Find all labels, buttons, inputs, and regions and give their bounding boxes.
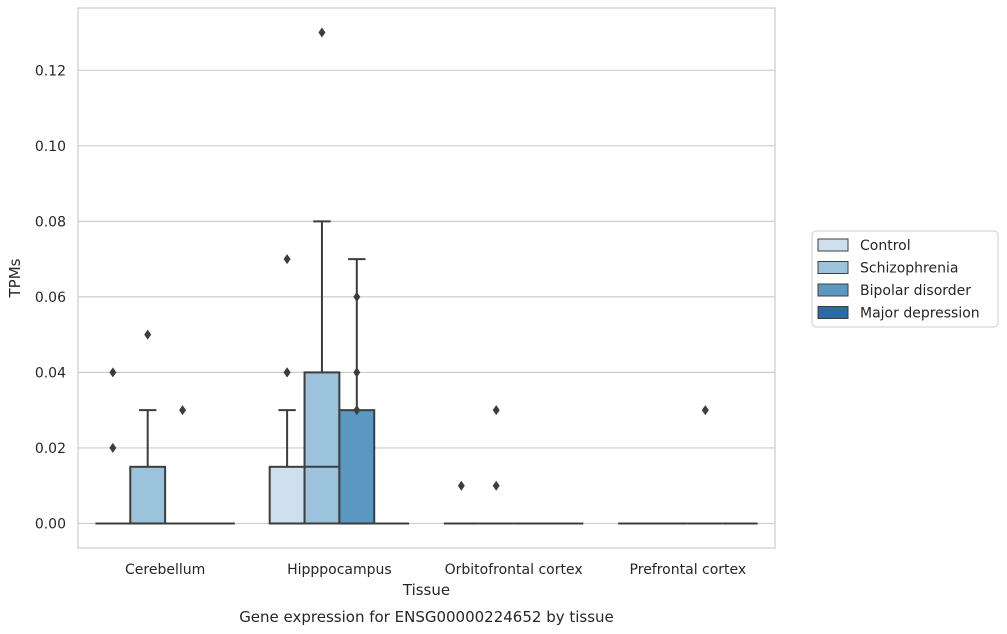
box-rect: [303, 371, 341, 525]
plot-area-frame: [77, 7, 776, 549]
series-group: [95, 254, 654, 525]
x-axis-ticks: Cerebellum Hipppocampus Orbitofrontal cort…: [125, 562, 746, 578]
y-tick-label: 0.12: [35, 63, 66, 79]
outlier-point: [353, 405, 361, 416]
box-element: [95, 367, 131, 525]
x-tick-label: Cerebellum: [125, 562, 205, 578]
legend-label: Schizophrenia: [860, 261, 958, 277]
x-tick-label: Hipppocampus: [287, 562, 392, 578]
x-axis-title: Tissue: [402, 581, 450, 599]
outlier-point: [109, 367, 117, 378]
outlier-point: [353, 367, 361, 378]
x-tick-label: Orbitofrontal cortex: [445, 562, 583, 578]
box-element: [687, 405, 723, 525]
outlier-point: [701, 405, 709, 416]
box-element: [478, 405, 514, 525]
legend-label: Bipolar disorder: [860, 283, 971, 299]
outlier-point: [283, 367, 291, 378]
outlier-point: [492, 480, 500, 491]
box-rect: [268, 465, 306, 525]
series-group: [165, 258, 723, 525]
box-element: [268, 254, 306, 525]
outlier-point: [109, 442, 117, 453]
legend-swatch: [817, 261, 849, 274]
box-series: [95, 27, 758, 525]
y-tick-label: 0.06: [35, 290, 66, 306]
box-rect: [129, 465, 167, 525]
legend-swatch: [817, 238, 849, 252]
box-element: [443, 480, 479, 525]
outlier-point: [492, 405, 500, 416]
y-axis-title: TPMs: [6, 258, 24, 298]
legend-swatch: [817, 283, 849, 297]
legend-label: Control: [860, 238, 911, 254]
legend-swatch: [817, 306, 849, 319]
series-group: [129, 27, 688, 525]
outlier-point: [318, 27, 326, 38]
y-tick-label: 0.02: [35, 441, 66, 457]
box-rect: [338, 409, 376, 525]
outlier-point: [457, 480, 465, 491]
y-tick-label: 0.10: [35, 139, 66, 155]
outlier-point: [283, 254, 291, 265]
legend-label: Major depression: [860, 306, 980, 322]
y-tick-label: 0.04: [35, 365, 66, 381]
legend: Control Schizophrenia Bipolar disorder Majo…: [811, 230, 999, 328]
legend-frame: [811, 230, 999, 328]
outlier-point: [353, 291, 361, 302]
box-element: [338, 258, 376, 525]
x-tick-label: Prefrontal cortex: [630, 562, 747, 578]
outlier-point: [144, 329, 152, 340]
y-tick-label: 0.00: [35, 516, 66, 532]
box-element: [303, 27, 341, 525]
y-axis-ticks: 0.00 0.02 0.04 0.06 0.08 0.10 0.12: [35, 63, 66, 532]
y-tick-label: 0.08: [35, 214, 66, 230]
box-element: [129, 329, 167, 525]
box-element: [165, 405, 200, 525]
outlier-point: [179, 405, 187, 416]
chart-caption: Gene expression for ENSG00000224652 by t…: [239, 608, 614, 626]
